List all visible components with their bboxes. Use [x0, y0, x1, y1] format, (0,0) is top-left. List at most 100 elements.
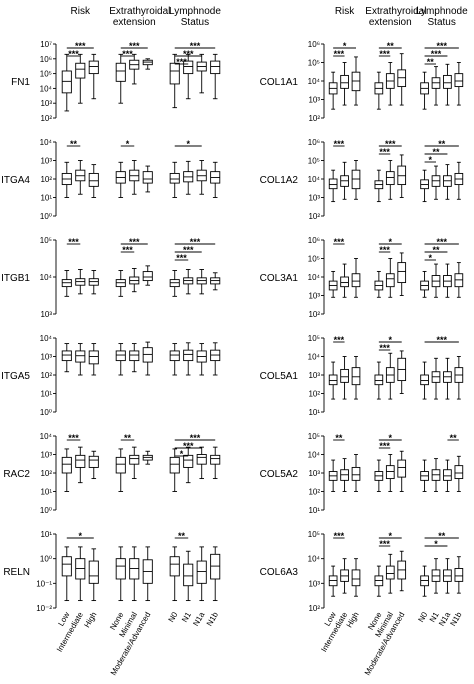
y-tick-label: 10⁶ — [308, 138, 320, 147]
box — [454, 465, 464, 480]
box — [115, 558, 126, 580]
significance-label: *** — [190, 237, 201, 247]
significance-label: *** — [183, 441, 194, 451]
box — [142, 347, 153, 363]
y-tick-label: 10⁴ — [40, 432, 53, 441]
y-tick-label: 10² — [40, 114, 52, 123]
box — [328, 374, 338, 386]
panel-label: COL5A1 — [260, 371, 299, 382]
significance-label: ** — [427, 57, 435, 67]
y-tick-label: 10³ — [308, 194, 320, 203]
y-tick-label: 10⁵ — [308, 334, 320, 343]
significance-label: ** — [438, 139, 446, 149]
y-tick-label: 10⁴ — [308, 353, 321, 362]
box — [169, 456, 180, 474]
box — [88, 350, 99, 365]
significance-label: * — [79, 531, 83, 541]
x-tick-label: N1b — [448, 610, 463, 628]
y-tick-label: 10² — [40, 175, 52, 184]
y-tick-label: 10⁴ — [308, 77, 321, 86]
y-tick-label: 10³ — [40, 157, 52, 166]
box — [183, 563, 194, 587]
significance-label: * — [429, 155, 433, 165]
significance-label: *** — [183, 245, 194, 255]
panel-label: RAC2 — [3, 469, 30, 480]
box — [169, 62, 180, 85]
group-header: Risk — [334, 6, 355, 17]
significance-label: * — [389, 531, 393, 541]
y-tick-label: 10⁶ — [40, 55, 52, 64]
y-tick-label: 10¹ — [308, 408, 320, 417]
y-tick-label: 10³ — [308, 96, 320, 105]
significance-label: *** — [68, 237, 79, 247]
box — [183, 454, 194, 468]
significance-label: ** — [335, 433, 343, 443]
y-tick-label: 10³ — [40, 99, 52, 108]
significance-label: *** — [334, 335, 345, 345]
significance-label: ** — [438, 531, 446, 541]
significance-label: * — [389, 433, 393, 443]
box — [351, 367, 361, 386]
x-tick-label: N0 — [416, 610, 429, 624]
box — [351, 569, 361, 587]
y-tick-label: 10⁵ — [308, 432, 320, 441]
y-tick-label: 10⁻¹ — [36, 579, 52, 588]
box — [88, 172, 99, 187]
box — [351, 466, 361, 481]
box — [88, 560, 99, 584]
y-tick-label: 10⁴ — [40, 84, 53, 93]
box — [351, 273, 361, 288]
significance-label: *** — [436, 237, 447, 247]
significance-label: * — [434, 539, 438, 549]
panel-label: COL3A1 — [260, 273, 299, 284]
box — [340, 74, 349, 89]
significance-label: *** — [183, 49, 194, 59]
box — [169, 172, 180, 184]
y-tick-label: 10⁵ — [308, 255, 320, 264]
x-tick-label: N0 — [167, 610, 180, 624]
box — [443, 74, 452, 89]
significance-label: * — [126, 139, 130, 149]
significance-label: ** — [432, 245, 440, 255]
box — [196, 560, 207, 584]
box — [340, 368, 349, 383]
y-tick-label: 10⁵ — [40, 70, 52, 79]
y-tick-label: 10⁵ — [308, 59, 320, 68]
box — [210, 60, 221, 75]
y-tick-label: 10³ — [308, 579, 320, 588]
significance-label: ** — [450, 433, 458, 443]
y-tick-label: 10³ — [308, 371, 320, 380]
y-tick-label: 10⁰ — [40, 506, 52, 515]
y-tick-label: 10⁵ — [40, 236, 52, 245]
significance-label: * — [429, 253, 433, 263]
significance-label: * — [389, 335, 393, 345]
box — [420, 374, 429, 386]
box — [340, 276, 349, 288]
significance-label: ** — [178, 531, 186, 541]
y-tick-label: 10³ — [40, 310, 52, 319]
y-tick-label: 10⁰ — [40, 408, 52, 417]
y-tick-label: 10² — [308, 604, 320, 613]
box — [142, 171, 153, 184]
box — [61, 456, 72, 474]
y-tick-label: 10⁻² — [36, 604, 52, 613]
y-tick-label: 10⁶ — [308, 40, 320, 49]
significance-label: *** — [176, 253, 187, 263]
significance-label: *** — [190, 433, 201, 443]
significance-label: * — [389, 237, 393, 247]
significance-label: *** — [436, 335, 447, 345]
box — [443, 469, 452, 481]
box — [385, 171, 395, 186]
box — [454, 73, 464, 88]
box — [454, 568, 464, 582]
significance-label: *** — [176, 57, 187, 67]
significance-label: *** — [334, 139, 345, 149]
box — [115, 350, 126, 362]
y-tick-label: 10¹ — [40, 390, 52, 399]
box — [374, 374, 384, 386]
y-tick-label: 10² — [40, 371, 52, 380]
y-tick-label: 10¹ — [40, 488, 52, 497]
group-header: Lymphnode Status — [169, 6, 221, 28]
y-tick-label: 10⁰ — [40, 212, 52, 221]
